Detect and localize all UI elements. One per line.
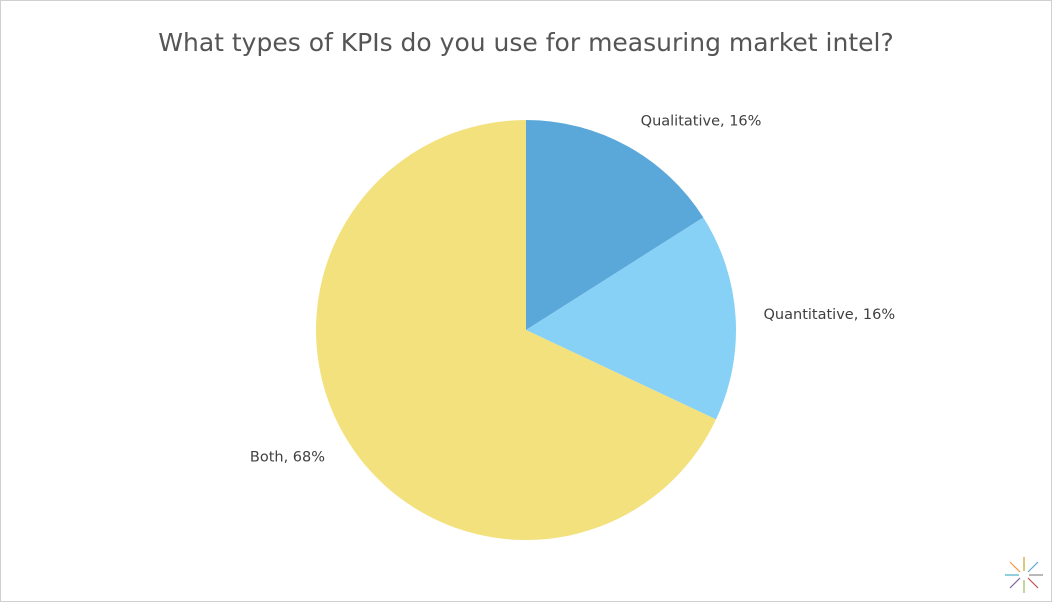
logo [1005,557,1043,593]
pie-slice [526,217,736,420]
data-label: Both, 68% [250,450,325,466]
data-label: Qualitative, 16% [641,113,762,129]
pie-slice [526,120,704,330]
data-label: Quantitative, 16% [764,307,896,323]
pie-slice [316,120,717,540]
chart-title: What types of KPIs do you use for measur… [158,28,894,57]
